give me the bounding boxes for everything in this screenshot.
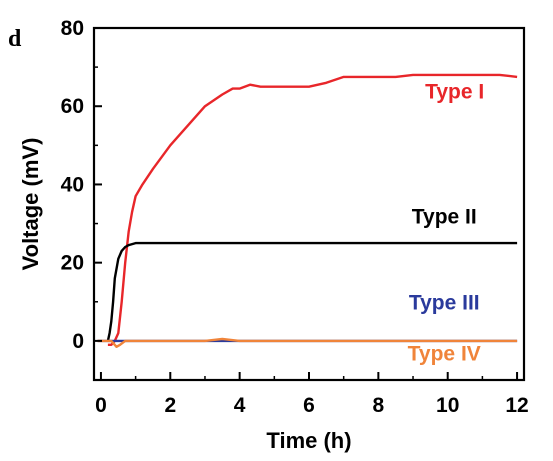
x-tick-label-6: 12 xyxy=(505,394,528,417)
series-label-1: Type I xyxy=(425,80,484,103)
series-label-4: Type IV xyxy=(408,342,481,365)
y-tick-label-1: 20 xyxy=(61,252,84,275)
series-line-4 xyxy=(97,337,518,348)
y-tick-label-4: 80 xyxy=(61,17,84,40)
y-axis-title: Voltage (mV) xyxy=(18,138,43,271)
x-tick-label-1: 2 xyxy=(164,394,176,417)
x-tick-label-0: 0 xyxy=(95,394,107,417)
x-tick-label-4: 8 xyxy=(373,394,385,417)
y-tick-label-2: 40 xyxy=(61,173,84,196)
series-label-3: Type III xyxy=(409,292,480,315)
axes: 0 2 4 6 8 10 12 0 20 40 60 80 xyxy=(61,17,529,417)
x-tick-label-3: 6 xyxy=(303,394,315,417)
x-tick-label-2: 4 xyxy=(234,394,246,417)
panel-label: d xyxy=(8,26,22,52)
y-tick-label-3: 60 xyxy=(61,95,84,118)
y-tick-label-0: 0 xyxy=(72,330,84,353)
x-tick-label-5: 10 xyxy=(436,394,459,417)
plot-area: Type I Type II Type III Type IV xyxy=(97,73,518,365)
series-line-2 xyxy=(106,241,518,342)
series-label-2: Type II xyxy=(412,206,477,229)
x-axis-title: Time (h) xyxy=(266,428,351,453)
